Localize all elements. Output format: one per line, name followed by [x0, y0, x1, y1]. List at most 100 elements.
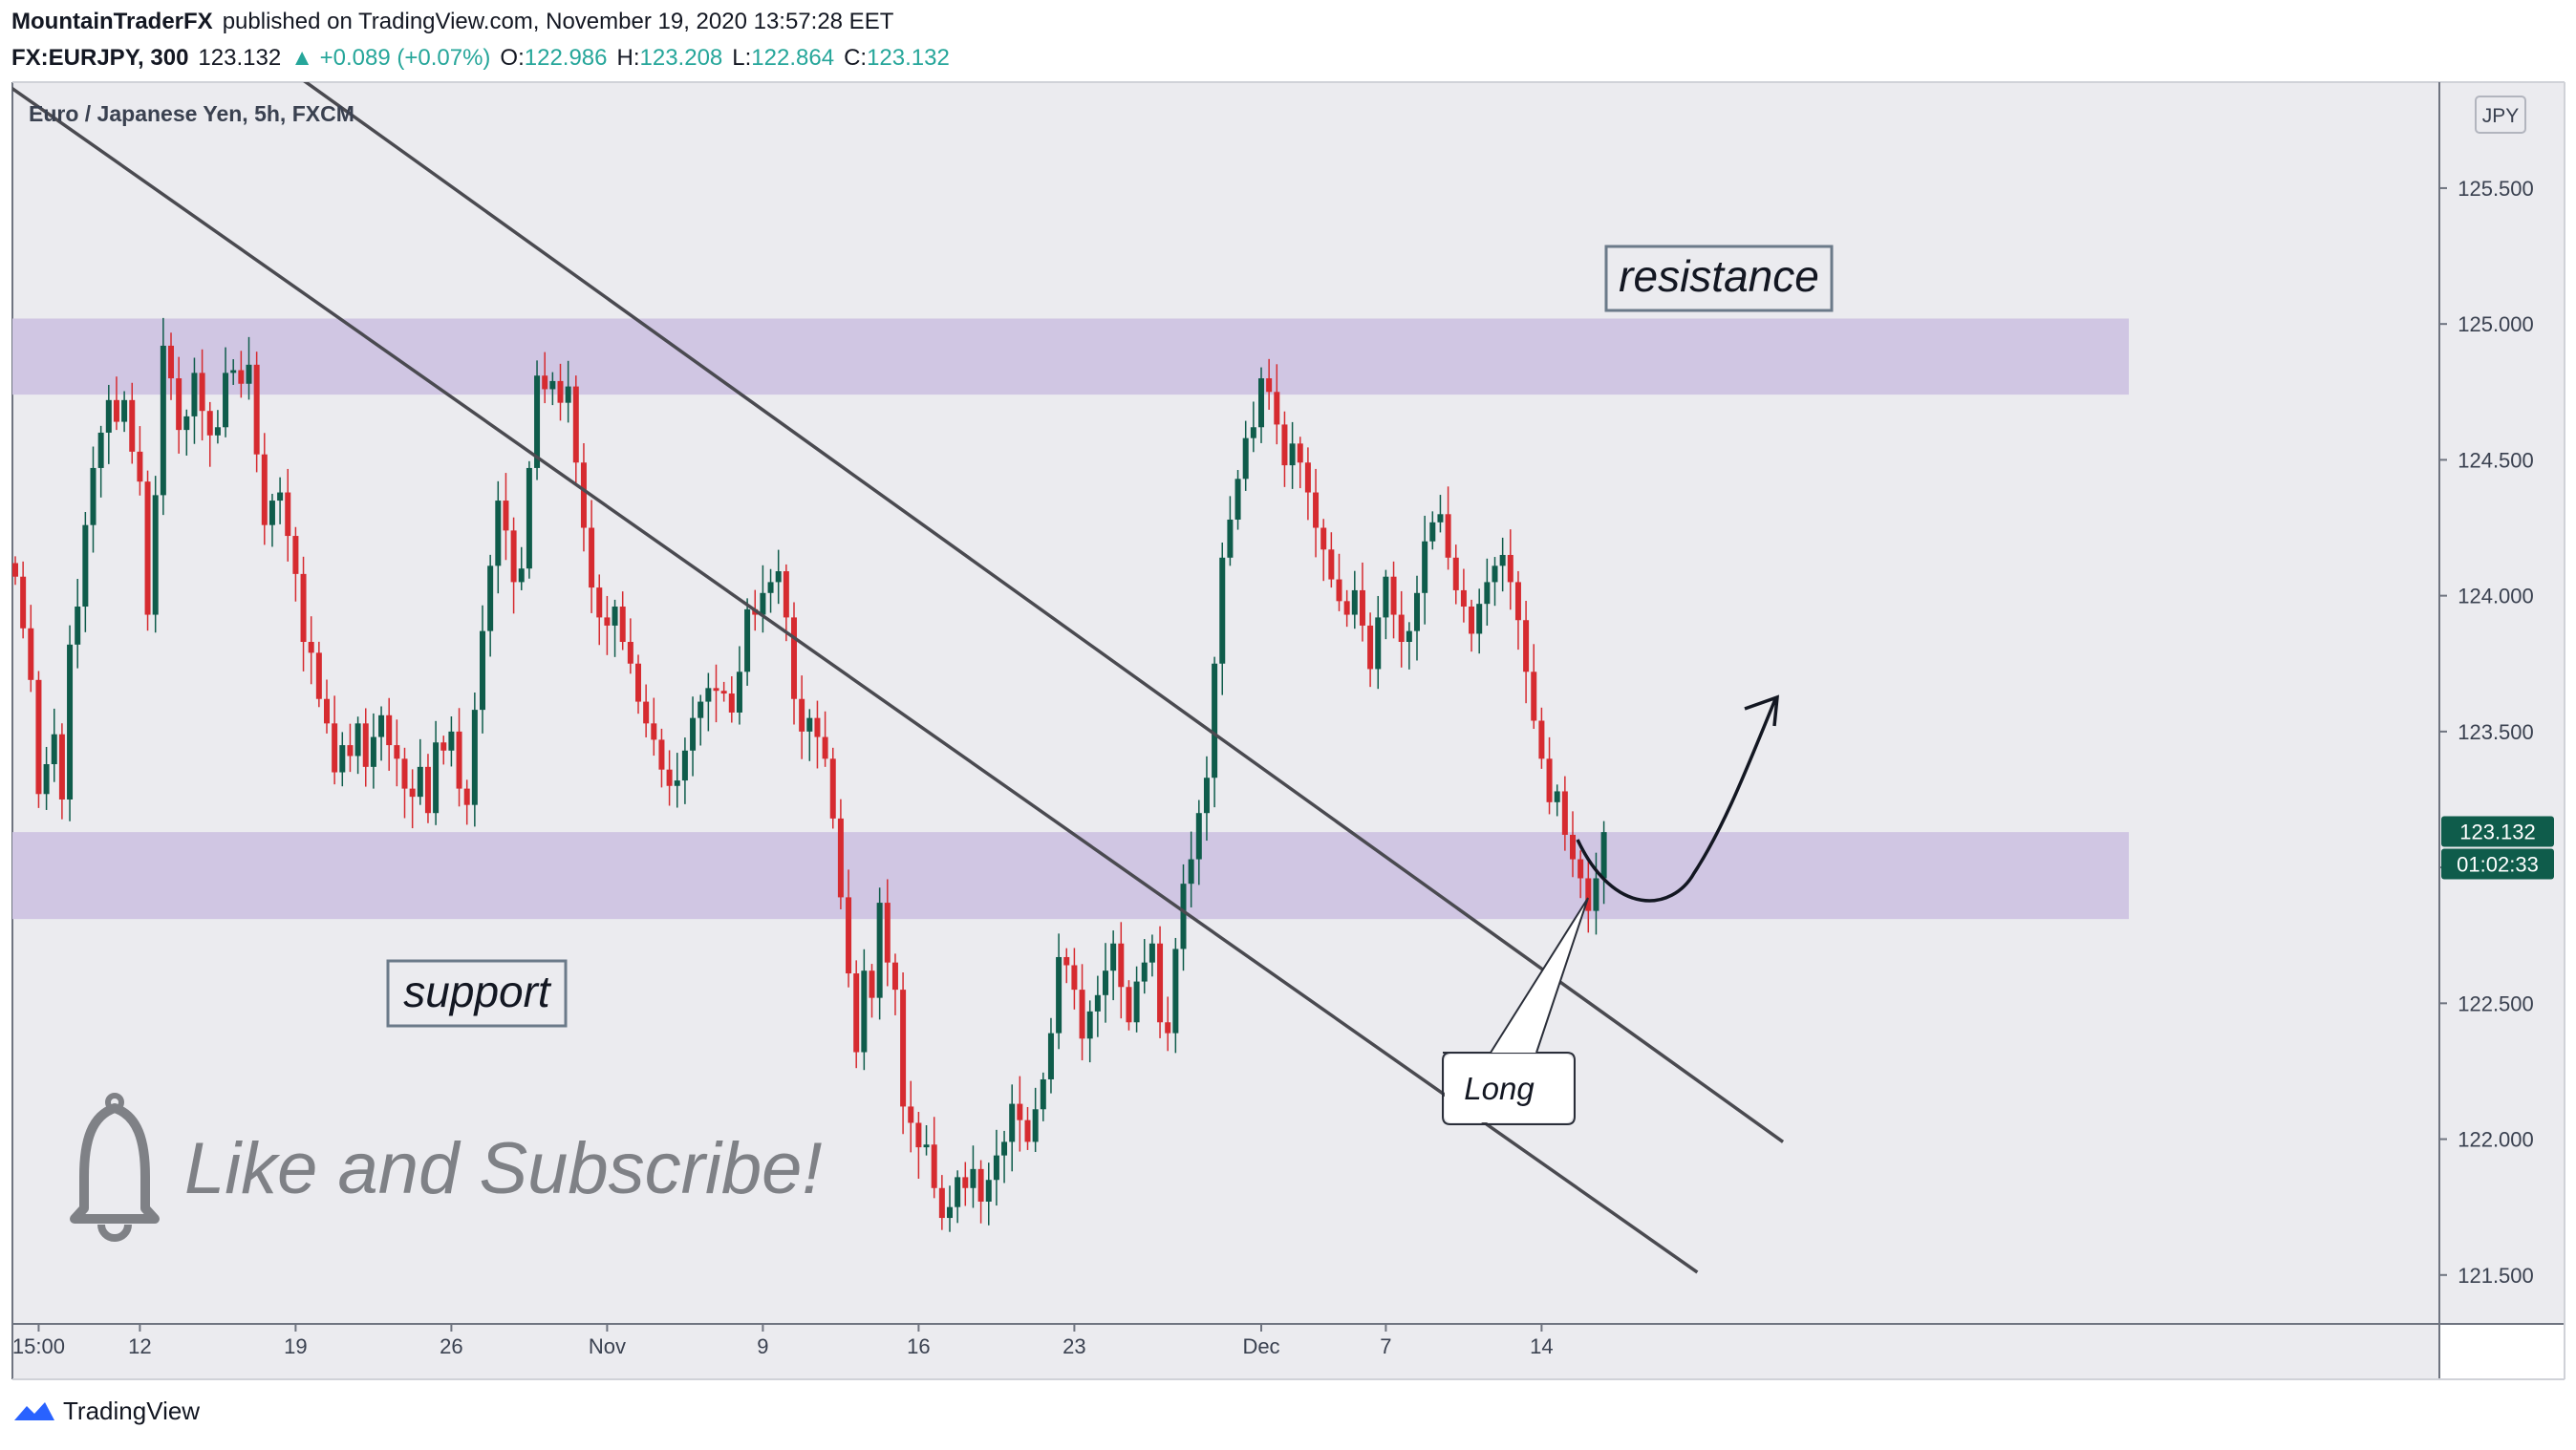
sr-zone-1[interactable]	[12, 318, 2129, 395]
candle[interactable]	[199, 373, 205, 412]
candle[interactable]	[1390, 576, 1397, 615]
candle[interactable]	[1359, 589, 1365, 626]
candle[interactable]	[261, 454, 268, 525]
candle[interactable]	[970, 1168, 977, 1188]
candle[interactable]	[891, 962, 898, 991]
candle[interactable]	[1375, 617, 1382, 670]
candle[interactable]	[1546, 758, 1553, 802]
candle[interactable]	[339, 745, 346, 773]
candle[interactable]	[1094, 994, 1101, 1012]
candle[interactable]	[1406, 630, 1412, 642]
candle[interactable]	[1484, 582, 1491, 605]
candle[interactable]	[471, 710, 478, 805]
candle[interactable]	[1212, 663, 1218, 778]
candle[interactable]	[775, 571, 782, 583]
candle[interactable]	[1469, 607, 1475, 634]
candle[interactable]	[666, 769, 673, 786]
candle[interactable]	[681, 750, 688, 781]
candle[interactable]	[277, 492, 284, 501]
candle[interactable]	[456, 731, 462, 789]
candle[interactable]	[480, 630, 485, 711]
candle[interactable]	[1523, 620, 1530, 672]
candle[interactable]	[354, 723, 361, 757]
candle[interactable]	[176, 378, 182, 431]
candle[interactable]	[105, 399, 112, 433]
candle[interactable]	[604, 617, 611, 626]
candle[interactable]	[869, 970, 875, 998]
candle[interactable]	[503, 501, 509, 531]
candle[interactable]	[238, 370, 245, 384]
candle[interactable]	[938, 1187, 945, 1219]
candle[interactable]	[35, 679, 42, 795]
resistance-label-box[interactable]: resistance	[1604, 245, 1834, 312]
candle[interactable]	[619, 607, 626, 642]
candle[interactable]	[1313, 492, 1320, 528]
candle[interactable]	[424, 766, 431, 814]
candle[interactable]	[1336, 579, 1342, 602]
candle[interactable]	[526, 467, 532, 569]
long-callout[interactable]: Long	[1442, 897, 1589, 1125]
candle[interactable]	[1414, 592, 1420, 631]
time-axis[interactable]	[12, 1324, 2439, 1379]
candle[interactable]	[908, 1106, 914, 1123]
candle[interactable]	[386, 714, 393, 746]
candle[interactable]	[783, 571, 789, 618]
candle[interactable]	[534, 375, 541, 468]
candle[interactable]	[876, 903, 883, 998]
candle[interactable]	[1600, 832, 1607, 879]
candle[interactable]	[1258, 378, 1264, 428]
candle[interactable]	[736, 672, 742, 713]
candle[interactable]	[1297, 443, 1303, 463]
candle[interactable]	[1445, 514, 1451, 558]
candle[interactable]	[837, 818, 844, 898]
candle[interactable]	[51, 734, 57, 765]
candle[interactable]	[417, 766, 423, 798]
candle[interactable]	[206, 411, 213, 436]
author-name[interactable]: MountainTraderFX	[11, 9, 213, 34]
candle[interactable]	[1024, 1119, 1031, 1142]
candle[interactable]	[977, 1168, 984, 1202]
candle[interactable]	[12, 563, 18, 577]
candle[interactable]	[822, 736, 828, 759]
candle[interactable]	[82, 524, 89, 608]
candle[interactable]	[160, 345, 166, 496]
candle[interactable]	[1367, 625, 1374, 670]
candle[interactable]	[1086, 1011, 1093, 1039]
channel-line-1[interactable]	[0, 47, 1699, 1274]
candle[interactable]	[806, 717, 813, 732]
candle[interactable]	[720, 691, 727, 694]
candle[interactable]	[1499, 554, 1506, 566]
candle[interactable]	[713, 688, 719, 692]
candle[interactable]	[1531, 672, 1537, 721]
candle[interactable]	[915, 1122, 922, 1148]
candle[interactable]	[1234, 479, 1241, 520]
candle[interactable]	[285, 492, 291, 537]
candle[interactable]	[1476, 604, 1483, 634]
candle[interactable]	[214, 427, 221, 436]
candle[interactable]	[463, 788, 470, 805]
projection-arrow[interactable]	[1576, 698, 1777, 903]
candle[interactable]	[931, 1144, 937, 1188]
candle[interactable]	[955, 1177, 961, 1207]
candle[interactable]	[144, 481, 151, 615]
candle[interactable]	[20, 576, 27, 629]
candle[interactable]	[1538, 720, 1545, 759]
candle[interactable]	[1452, 557, 1459, 590]
candle[interactable]	[589, 527, 595, 588]
candle[interactable]	[1304, 462, 1311, 493]
candle[interactable]	[565, 386, 571, 403]
candle[interactable]	[1040, 1078, 1046, 1110]
candle[interactable]	[1103, 970, 1108, 995]
channel-line-2[interactable]	[257, 47, 1785, 1143]
candle[interactable]	[1133, 981, 1140, 1023]
candle[interactable]	[246, 364, 252, 384]
candle[interactable]	[962, 1177, 969, 1188]
candle[interactable]	[829, 758, 836, 819]
candle[interactable]	[923, 1144, 930, 1148]
candle[interactable]	[557, 380, 564, 403]
candle[interactable]	[315, 652, 322, 699]
candle[interactable]	[549, 380, 556, 390]
candle[interactable]	[253, 364, 260, 455]
candle[interactable]	[596, 587, 603, 618]
candle[interactable]	[1079, 990, 1085, 1039]
